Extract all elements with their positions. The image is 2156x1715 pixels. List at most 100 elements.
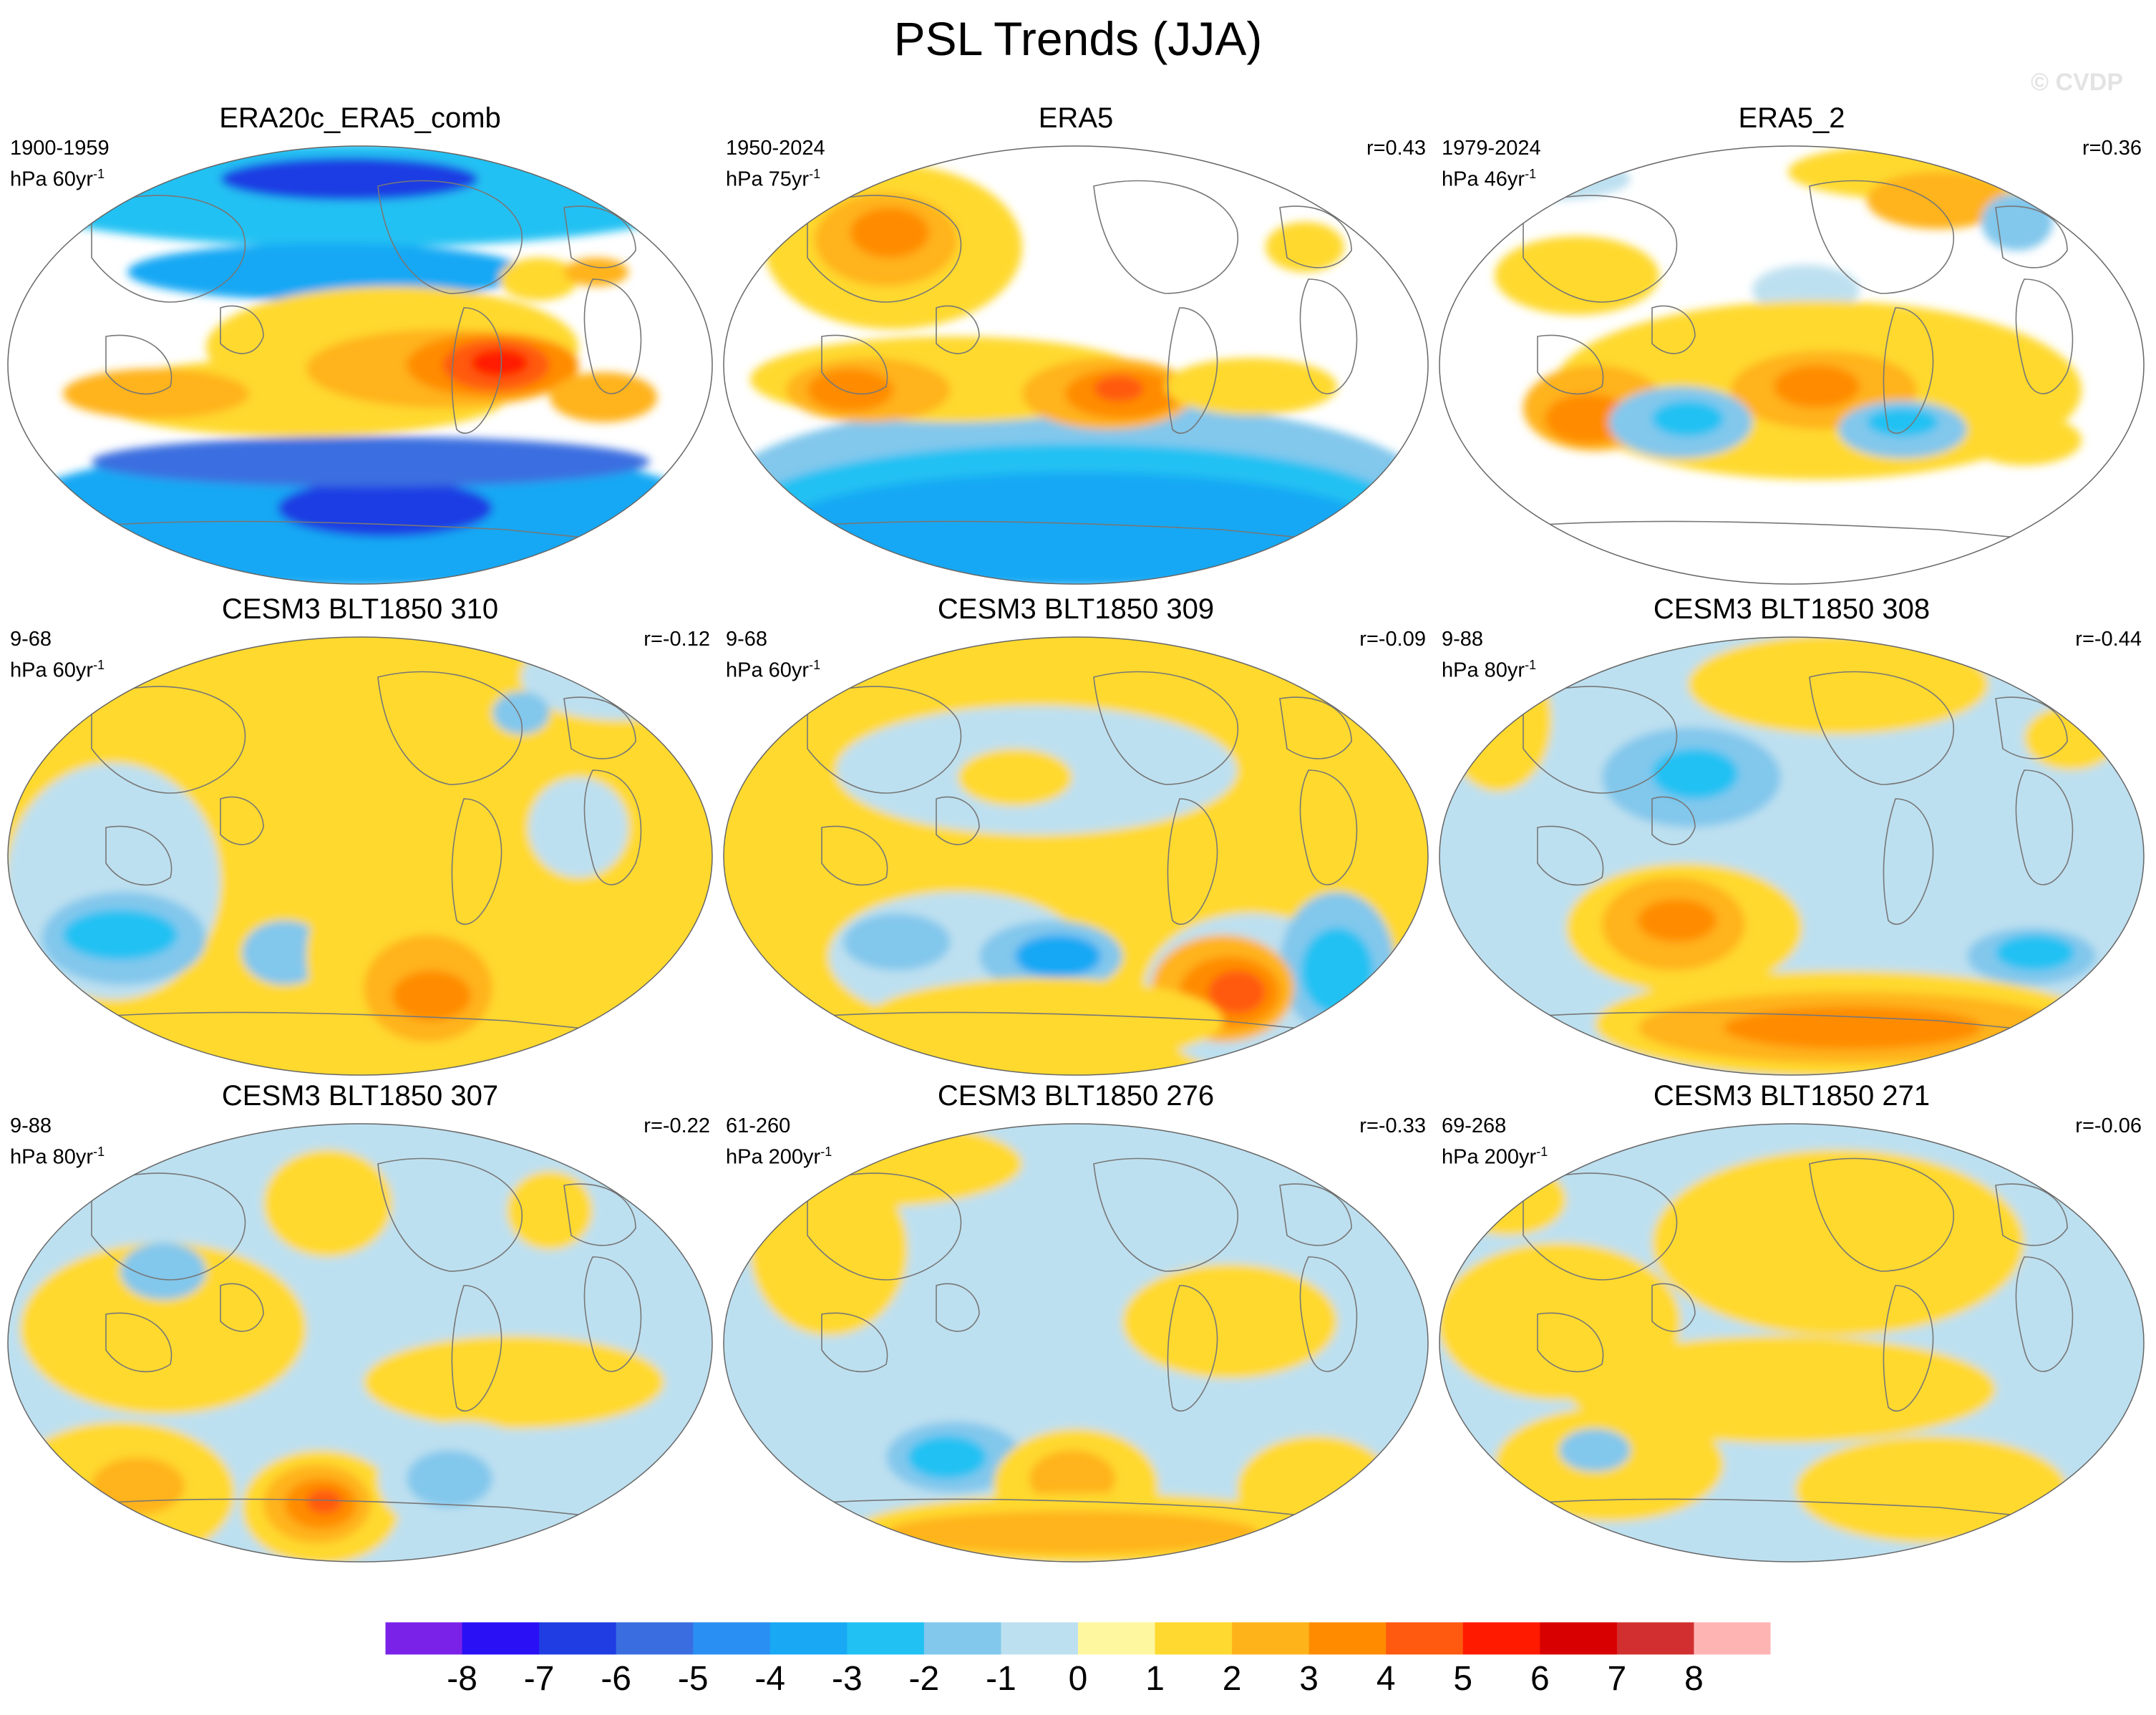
- trend-contour-region: [958, 749, 1072, 806]
- coastline: [220, 305, 264, 354]
- panel-units: hPa 200yr-1: [1442, 1145, 1548, 1169]
- coastline: [377, 671, 523, 785]
- trend-contour-region: [1774, 365, 1860, 408]
- colorbar-swatch: [1616, 1622, 1694, 1655]
- pattern-correlation: r=-0.09: [1359, 628, 1426, 651]
- map-border: [7, 1123, 713, 1563]
- panel-period: 1950-2024: [726, 137, 825, 160]
- panel-title: ERA5_2: [1738, 102, 1845, 134]
- pattern-correlation: r=-0.44: [2075, 628, 2142, 651]
- coastline: [563, 205, 636, 268]
- coastline: [821, 1312, 888, 1373]
- map-panel: CESM3 BLT1850 309 9-68 hPa 60yr-1 r=-0.09: [722, 591, 1430, 1078]
- colorbar-tick-label: 2: [1222, 1660, 1242, 1698]
- coastline: [105, 334, 173, 395]
- coastline: [807, 686, 962, 794]
- panel-period: 9-88: [1442, 628, 1484, 651]
- trend-contour-region: [364, 1336, 664, 1429]
- map-panel: ERA5 1950-2024 hPa 75yr-1 r=0.43: [722, 100, 1430, 587]
- trend-contour-region: [306, 1490, 342, 1514]
- colorbar-tick-label: 3: [1299, 1660, 1319, 1698]
- panel-period: 9-68: [10, 628, 52, 651]
- map-border: [723, 1123, 1429, 1563]
- coastline: [451, 307, 502, 434]
- colorbar-tick-label: 4: [1376, 1660, 1396, 1698]
- trend-contour-region: [127, 243, 528, 301]
- coastline: [583, 1256, 642, 1372]
- panel-title: CESM3 BLT1850 308: [1653, 593, 1931, 625]
- coastline: [1995, 1183, 2068, 1246]
- trend-contour-region: [807, 369, 893, 412]
- coastline: [1883, 798, 1934, 925]
- trend-contour-region: [1545, 394, 1631, 444]
- coastline: [2015, 278, 2074, 394]
- colorbar-swatch: [1386, 1622, 1464, 1655]
- robinson-map: [723, 1123, 1429, 1563]
- coastline: [1809, 1157, 1955, 1272]
- colorbar-swatch: [847, 1622, 925, 1655]
- trend-contour-region: [1981, 193, 2053, 251]
- coastline: [807, 1172, 962, 1281]
- trend-contour-region: [843, 913, 951, 971]
- coastline: [1537, 825, 1604, 886]
- trend-contour-region: [20, 1243, 306, 1414]
- trend-contour-region: [1444, 648, 1552, 792]
- pattern-correlation: r=-0.12: [644, 628, 710, 651]
- pattern-correlation: r=0.36: [2082, 137, 2142, 160]
- panel-title: CESM3 BLT1850 307: [221, 1080, 499, 1112]
- robinson-map: [723, 145, 1429, 585]
- coastline: [1279, 205, 1352, 268]
- map-border: [1439, 636, 2145, 1076]
- coastline: [1537, 334, 1604, 395]
- trend-contour-region: [850, 208, 929, 258]
- coastline: [1299, 278, 1358, 394]
- panel-units: hPa 46yr-1: [1442, 167, 1537, 191]
- panel-period: 9-68: [726, 628, 768, 651]
- colorbar-tick-label: 5: [1453, 1660, 1473, 1698]
- coastline: [2015, 1256, 2074, 1372]
- coastline: [563, 696, 636, 759]
- trend-contour-region: [1208, 971, 1266, 1014]
- colorbar-swatch: [616, 1622, 694, 1655]
- coastline: [1093, 180, 1239, 294]
- trend-contour-region: [92, 1457, 185, 1515]
- colorbar-swatch: [1462, 1622, 1540, 1655]
- panel-title: CESM3 BLT1850 309: [937, 593, 1215, 625]
- psl-trend-field: [724, 165, 1428, 584]
- panel-title: ERA5: [1038, 102, 1114, 134]
- trend-contour-region: [1652, 749, 1738, 799]
- panel-period: 61-260: [726, 1114, 791, 1137]
- trend-contour-region: [278, 480, 492, 537]
- coastline: [1523, 195, 1678, 303]
- coastline: [821, 825, 888, 886]
- map-panel: ERA5_2 1979-2024 hPa 46yr-1 r=0.36: [1437, 100, 2146, 587]
- trend-contour-region: [886, 1511, 1258, 1554]
- robinson-map: [723, 636, 1429, 1076]
- coastline: [1809, 180, 1955, 294]
- colorbar-tick-label: -7: [523, 1660, 555, 1698]
- colorbar-tick-label: -5: [677, 1660, 709, 1698]
- coastline: [1480, 520, 2125, 552]
- robinson-map: [7, 1123, 713, 1563]
- pattern-correlation: r=0.43: [1366, 137, 1426, 160]
- colorbar-tick-label: 7: [1607, 1660, 1627, 1698]
- trend-contour-region: [1237, 1436, 1394, 1543]
- colorbar: [385, 1622, 1771, 1655]
- robinson-map: [7, 636, 713, 1076]
- colorbar-tick-label: -1: [986, 1660, 1016, 1698]
- colorbar-tick-label: -6: [601, 1660, 631, 1698]
- figure-title: PSL Trends (JJA): [893, 12, 1263, 65]
- trend-contour-region: [1495, 236, 1659, 315]
- robinson-map: [1439, 636, 2145, 1076]
- colorbar-swatch: [1078, 1622, 1156, 1655]
- trend-contour-region: [120, 1243, 206, 1300]
- pattern-correlation: r=-0.22: [644, 1114, 710, 1137]
- coastline-outlines: [764, 1157, 1409, 1530]
- panel-period: 69-268: [1442, 1114, 1507, 1137]
- coastline: [105, 825, 173, 886]
- trend-contour-region: [1996, 935, 2074, 971]
- map-border: [7, 145, 713, 585]
- colorbar-tick-label: -2: [908, 1660, 940, 1698]
- coastline: [1523, 686, 1678, 794]
- trend-contour-region: [263, 1150, 392, 1257]
